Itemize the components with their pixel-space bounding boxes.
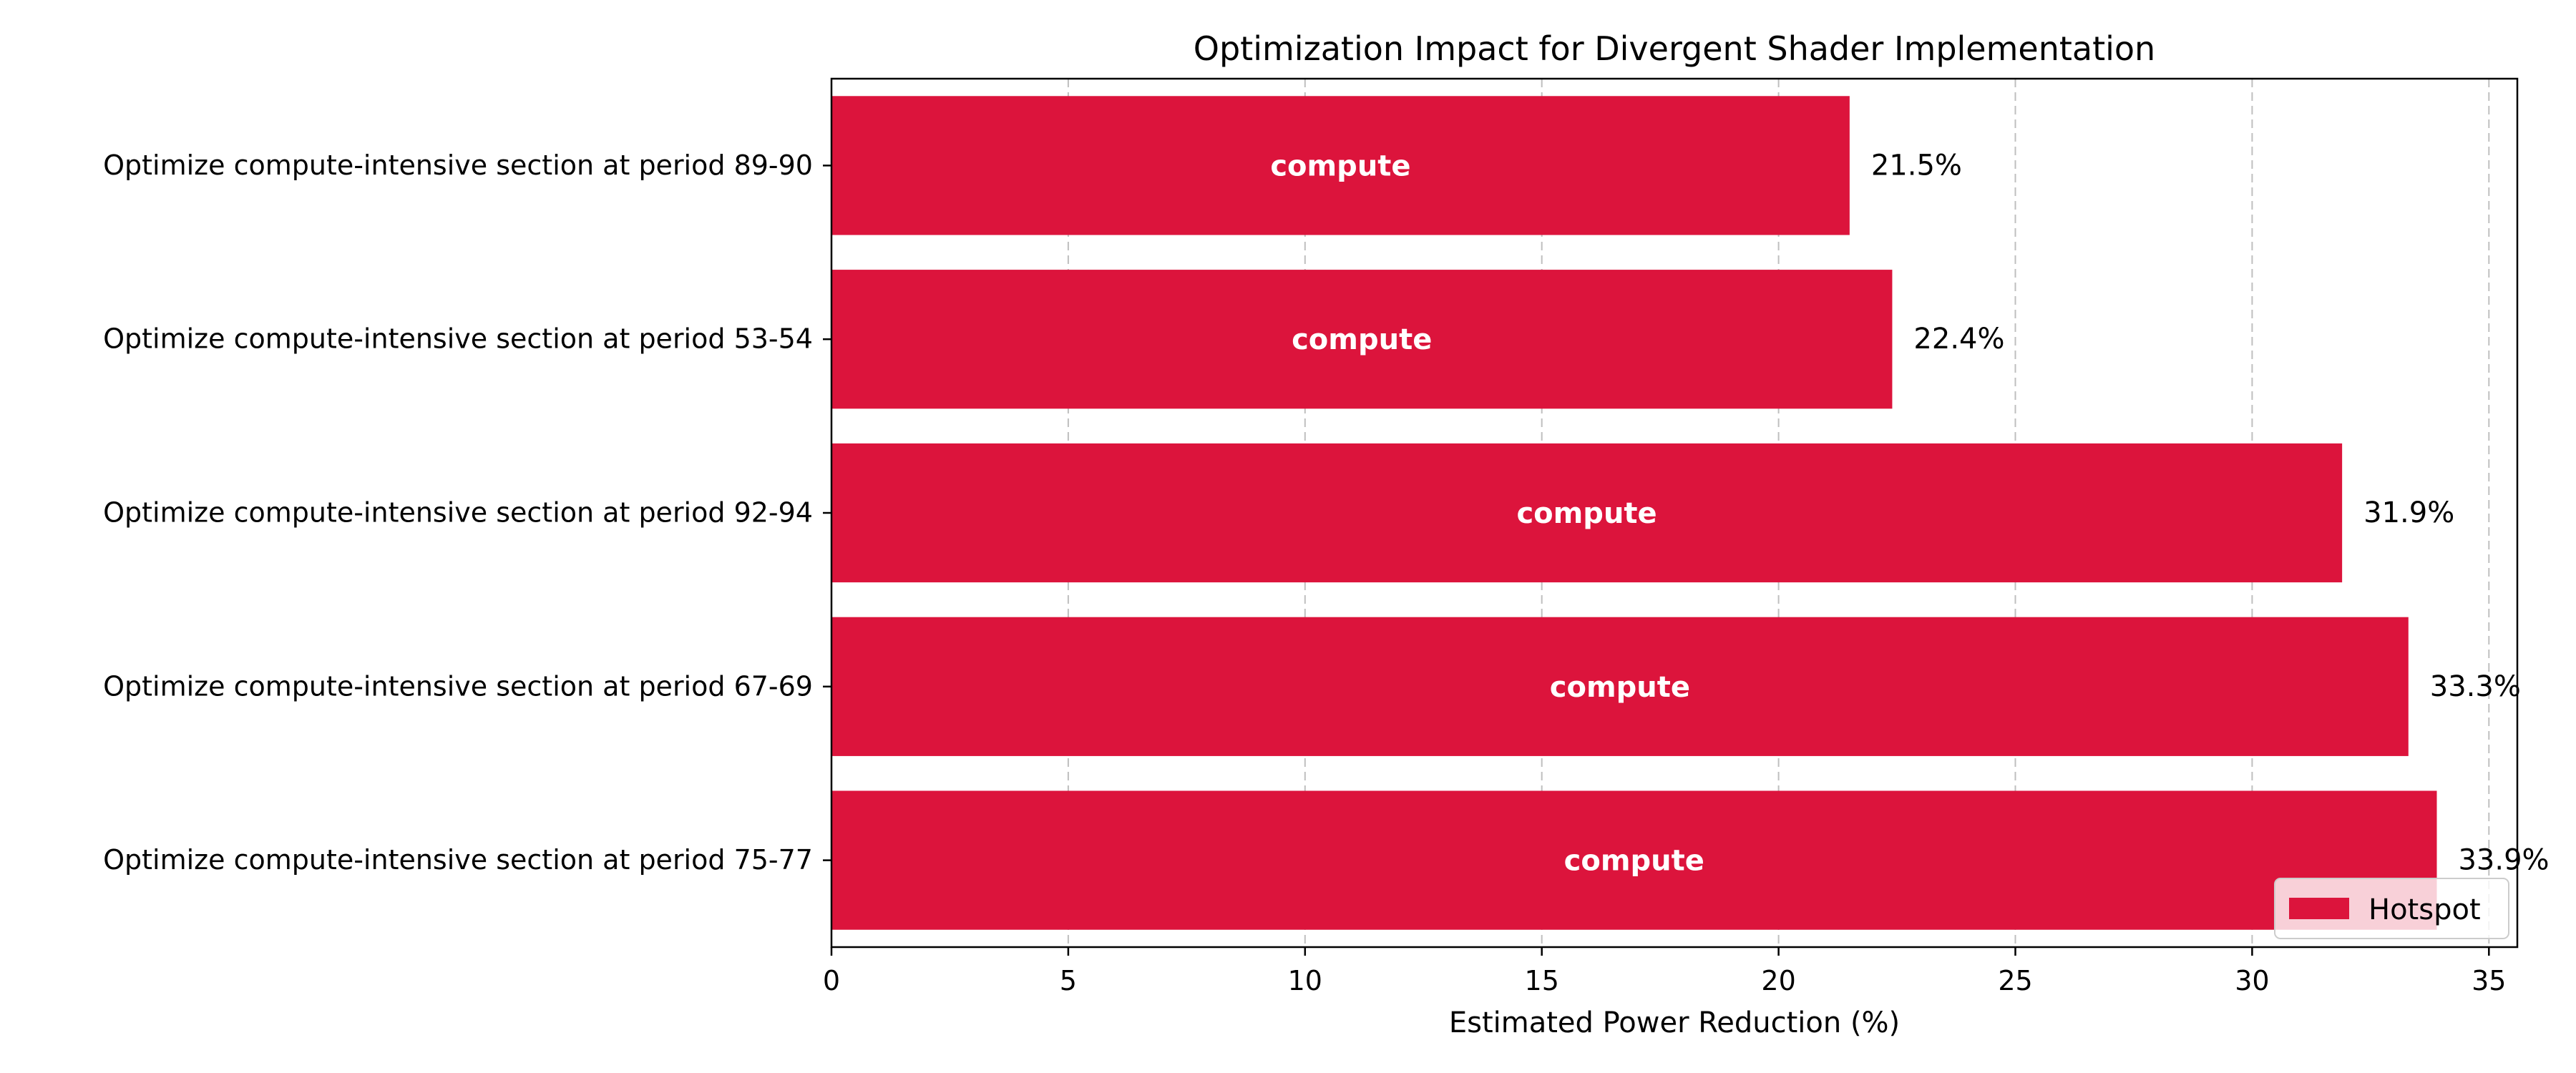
chart-title: Optimization Impact for Divergent Shader… — [1194, 29, 2155, 68]
y-tick-label: Optimize compute-intensive section at pe… — [103, 150, 813, 181]
x-tick-label: 30 — [2235, 965, 2269, 996]
y-tick-label: Optimize compute-intensive section at pe… — [103, 844, 813, 876]
plot-frame — [830, 77, 2519, 949]
x-tick-label: 35 — [2472, 965, 2506, 996]
bar — [831, 617, 2409, 756]
bar-value-label: 22.4% — [1913, 323, 2004, 356]
bar-inner-label: compute — [1550, 671, 1690, 704]
bar-inner-label: compute — [1516, 497, 1657, 530]
bar-inner-label: compute — [1564, 845, 1704, 878]
y-tick-label: Optimize compute-intensive section at pe… — [103, 323, 813, 355]
bar-value-label: 31.9% — [2363, 496, 2454, 529]
bar — [831, 270, 1893, 409]
legend-box — [2274, 878, 2509, 939]
bar — [831, 96, 1850, 235]
legend-swatch — [2289, 898, 2349, 919]
y-tick-label: Optimize compute-intensive section at pe… — [103, 497, 813, 529]
bars: compute 21.5% compute 22.4% compute 31.9% comp… — [831, 96, 2550, 930]
y-tick-labels: Optimize compute-intensive section at pe… — [103, 150, 831, 876]
x-tick-label: 0 — [823, 965, 840, 996]
bar-value-label: 33.9% — [2458, 844, 2549, 877]
legend: Hotspot — [2274, 878, 2509, 939]
bar-inner-label: compute — [1270, 150, 1410, 182]
x-tick-label: 25 — [1998, 965, 2032, 996]
bar — [831, 443, 2343, 583]
x-tick-label: 15 — [1525, 965, 1559, 996]
x-tick-label: 10 — [1288, 965, 1322, 996]
legend-label: Hotspot — [2368, 893, 2481, 926]
bar-value-label: 33.3% — [2430, 670, 2521, 703]
x-tick-label: 20 — [1761, 965, 1795, 996]
x-axis-label: Estimated Power Reduction (%) — [1449, 1006, 1900, 1039]
x-ticks: 0 5 10 15 20 25 30 35 — [823, 947, 2506, 996]
y-tick-label: Optimize compute-intensive section at pe… — [103, 670, 813, 702]
bar-value-label: 21.5% — [1871, 149, 1962, 182]
bar — [831, 790, 2437, 930]
x-tick-label: 5 — [1060, 965, 1077, 996]
bar-inner-label: compute — [1292, 323, 1432, 356]
